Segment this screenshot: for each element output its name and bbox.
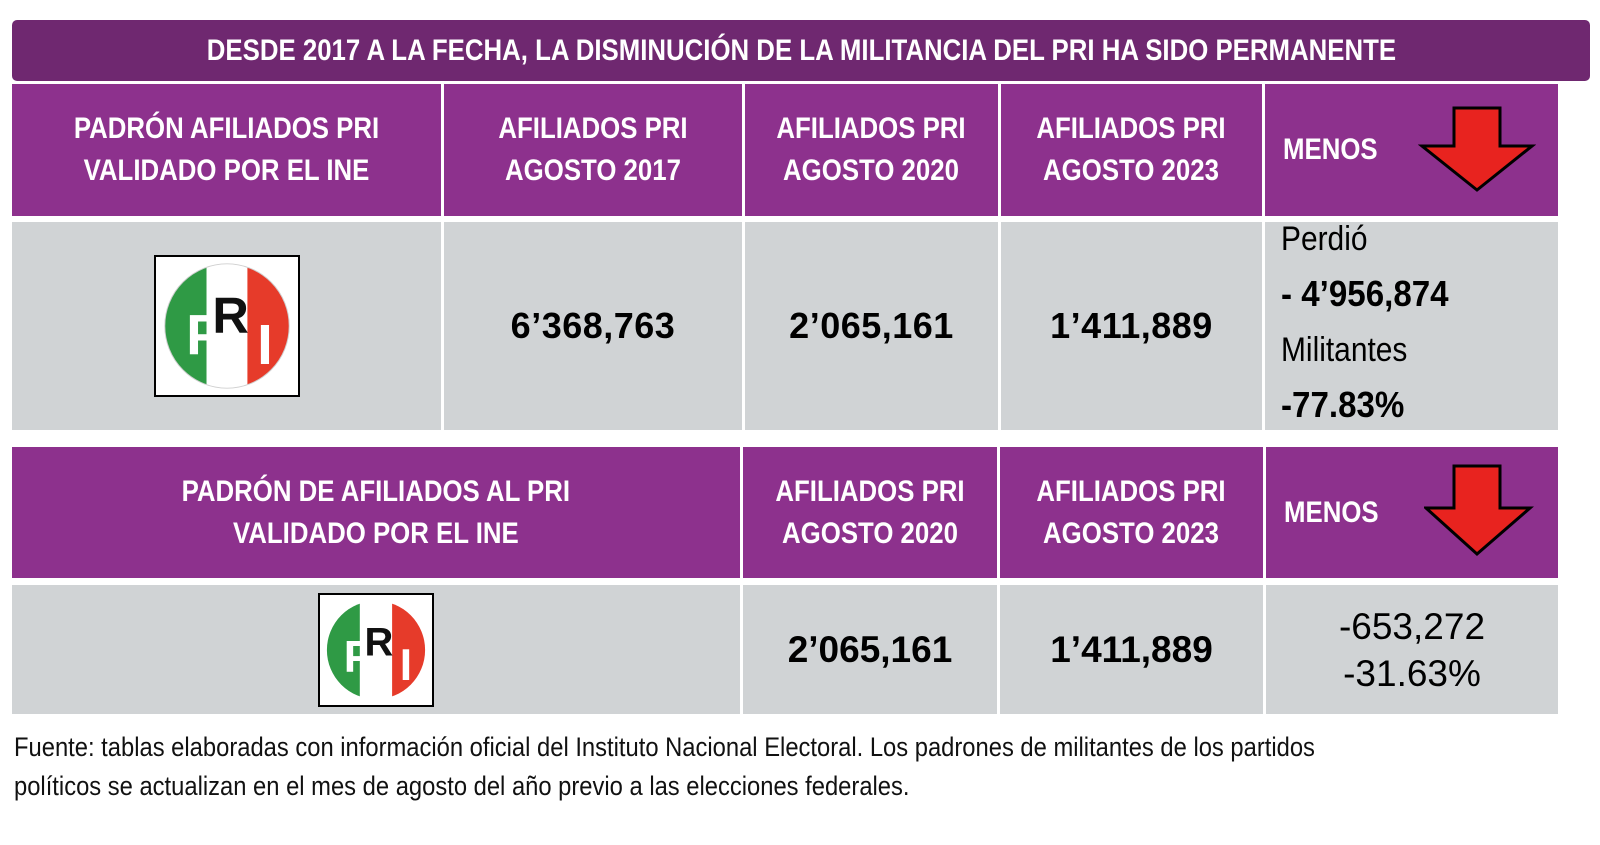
header2-menos: MENOS — [1266, 447, 1558, 578]
down-arrow-icon — [1424, 464, 1534, 556]
header-agosto-2017: AFILIADOS PRI AGOSTO 2017 — [444, 84, 742, 216]
header-menos: MENOS — [1265, 84, 1558, 216]
value2-2020: 2’065,161 — [787, 628, 953, 670]
logo-letter-r: R — [364, 620, 393, 664]
header-agosto-2020: AFILIADOS PRI AGOSTO 2020 — [745, 84, 998, 216]
value-2017: 6’368,763 — [510, 305, 676, 346]
loss-value: - 4’956,874 — [1281, 273, 1449, 314]
logo-letter-r: R — [212, 287, 248, 344]
header-padron: PADRÓN AFILIADOS PRI VALIDADO POR EL INE — [12, 84, 441, 216]
header2-agosto-2023: AFILIADOS PRI AGOSTO 2023 — [1000, 447, 1263, 578]
header-padron-line1: PADRÓN AFILIADOS PRI — [73, 112, 380, 145]
cell-value-2023: 1’411,889 — [1001, 222, 1262, 430]
header2-2023-line1: AFILIADOS PRI — [1036, 474, 1227, 508]
logo-letter-i: I — [257, 313, 273, 376]
page-title: DESDE 2017 A LA FECHA, LA DISMINUCIÓN DE… — [12, 20, 1590, 81]
cell2-diff: -653,272 -31.63% — [1266, 585, 1558, 714]
header-2020-line1: AFILIADOS PRI — [776, 112, 967, 145]
header-2023-line2: AGOSTO 2023 — [1043, 154, 1220, 187]
cell2-logo: P R I — [12, 585, 740, 714]
header-padron-line2: VALIDADO POR EL INE — [83, 154, 370, 187]
cell-value-2017: 6’368,763 — [444, 222, 742, 430]
header-menos-label: MENOS — [1283, 133, 1378, 166]
header2-2020-line2: AGOSTO 2020 — [782, 516, 958, 550]
header2-agosto-2020: AFILIADOS PRI AGOSTO 2020 — [743, 447, 997, 578]
header2-2023-line2: AGOSTO 2023 — [1043, 516, 1220, 550]
cell-value-2020: 2’065,161 — [745, 222, 998, 430]
header2-2020-line1: AFILIADOS PRI — [775, 474, 965, 508]
source-footnote: Fuente: tablas elaboradas con informació… — [14, 728, 1586, 806]
loss-percent: -77.83% — [1281, 384, 1405, 425]
cell2-value-2023: 1’411,889 — [1000, 585, 1263, 714]
diff-percent: -31.63% — [1343, 652, 1481, 694]
footnote-line2: políticos se actualizan en el mes de ago… — [14, 771, 910, 801]
logo-letter-i: I — [400, 640, 412, 689]
header-2023-line1: AFILIADOS PRI — [1036, 112, 1227, 145]
value-2020: 2’065,161 — [789, 305, 954, 346]
footnote-line1: Fuente: tablas elaboradas con informació… — [14, 732, 1315, 762]
pri-logo: P R I — [153, 255, 300, 397]
header2-padron: PADRÓN DE AFILIADOS AL PRI VALIDADO POR E… — [12, 447, 740, 578]
logo-letter-p: P — [344, 633, 374, 682]
value2-2023: 1’411,889 — [1050, 628, 1213, 670]
header-agosto-2023: AFILIADOS PRI AGOSTO 2023 — [1001, 84, 1262, 216]
header2-padron-line1: PADRÓN DE AFILIADOS AL PRI — [181, 474, 571, 508]
header2-menos-label: MENOS — [1284, 495, 1379, 529]
header-2017-line1: AFILIADOS PRI — [498, 112, 688, 145]
loss-unit: Militantes — [1281, 331, 1408, 369]
logo-letter-p: P — [186, 303, 224, 366]
loss-label: Perdió — [1281, 220, 1368, 258]
header-2017-line2: AGOSTO 2017 — [505, 154, 681, 187]
header2-padron-line2: VALIDADO POR EL INE — [233, 516, 519, 550]
pri-logo: P R I — [318, 592, 434, 707]
cell-loss: Perdió - 4’956,874 Militantes -77.83% — [1265, 220, 1558, 430]
down-arrow-icon — [1418, 106, 1536, 192]
cell2-value-2020: 2’065,161 — [743, 585, 997, 714]
header-2020-line2: AGOSTO 2020 — [783, 154, 960, 187]
diff-value: -653,272 — [1338, 605, 1486, 647]
value-2023: 1’411,889 — [1050, 305, 1213, 346]
cell-logo: P R I — [12, 222, 441, 430]
page-title-text: DESDE 2017 A LA FECHA, LA DISMINUCIÓN DE… — [206, 33, 1396, 67]
